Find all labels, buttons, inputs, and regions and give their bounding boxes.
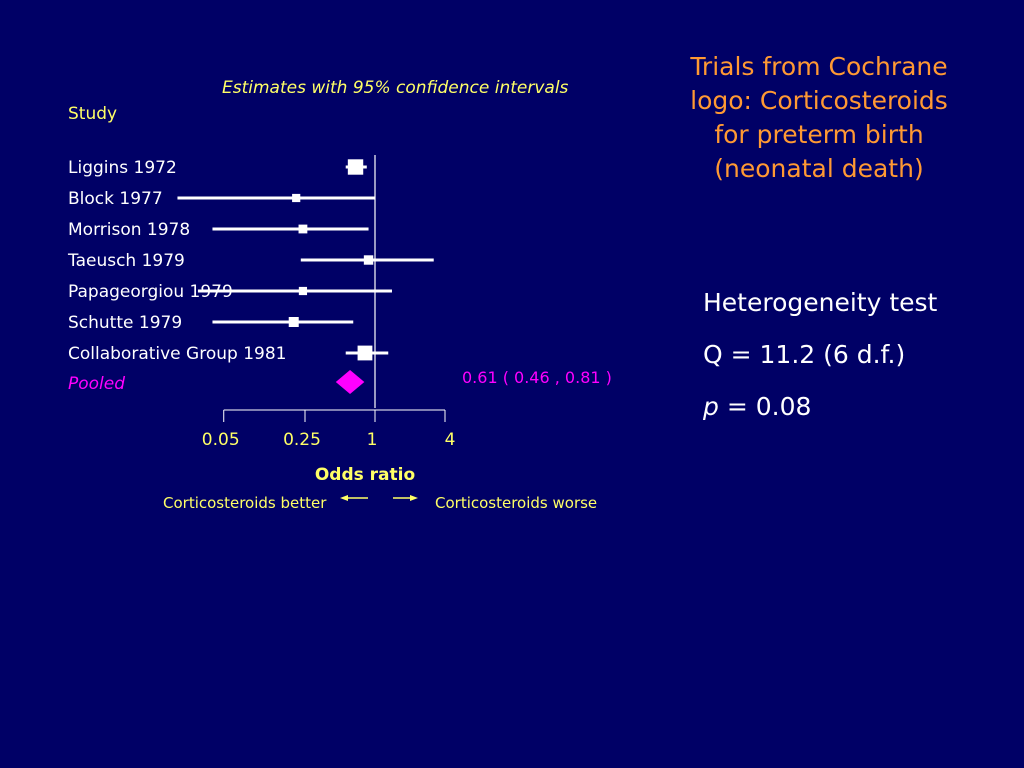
pooled-label: Pooled [68,374,125,394]
estimate-square [298,224,308,234]
estimate-square [363,255,374,265]
x-tick-label: 0.05 [202,430,240,450]
direction-worse-label: Corticosteroids worse [435,494,597,512]
slide-title: Trials from Cochrane logo: Corticosteroi… [690,52,948,183]
estimate-square [288,317,299,327]
study-label: Block 1977 [68,189,163,209]
estimate-square [298,286,308,296]
pooled-diamond [335,370,365,394]
arrow-right-head [410,495,418,501]
heterogeneity-title: Heterogeneity test [703,288,938,317]
study-column-header: Study [68,104,118,124]
chart-subtitle: Estimates with 95% confidence intervals [222,78,569,98]
x-tick-label: 1 [367,430,378,450]
direction-better-label: Corticosteroids better [163,494,327,512]
x-axis-label: Odds ratio [315,465,415,485]
heterogeneity-q-statistic: Q = 11.2 (6 d.f.) [703,340,906,369]
arrow-left-head [340,495,348,501]
estimate-square [357,345,373,361]
heterogeneity-p-value: p = 0.08 [703,392,811,421]
p-value-text: = 0.08 [718,392,812,421]
study-label: Taeusch 1979 [67,251,185,271]
x-tick-label: 4 [445,430,456,450]
study-label: Papageorgiou 1979 [68,282,233,302]
estimate-square [347,159,364,175]
study-label: Collaborative Group 1981 [68,344,286,364]
study-label: Liggins 1972 [68,158,177,178]
estimate-square [292,193,301,203]
study-label: Schutte 1979 [68,313,182,333]
study-label: Morrison 1978 [68,220,190,240]
p-symbol: p [703,392,719,421]
x-tick-label: 0.25 [283,430,321,450]
pooled-estimate-text: 0.61 ( 0.46 , 0.81 ) [462,368,612,387]
